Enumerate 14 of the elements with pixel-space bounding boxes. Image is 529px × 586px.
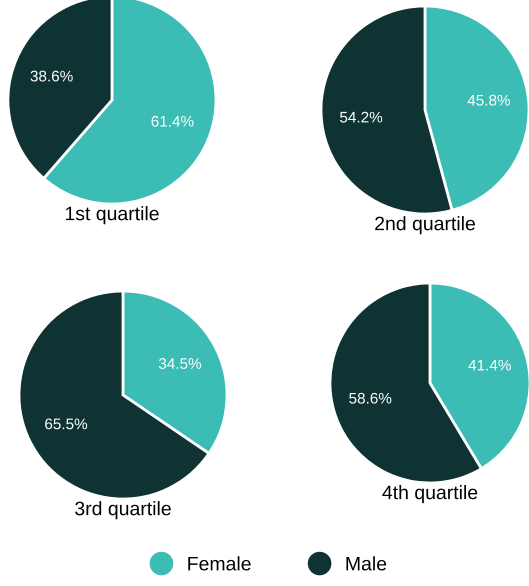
text: 2nd quartile: [375, 216, 475, 234]
data-label: 61.4%: [152, 116, 194, 127]
text: 3rd quartile: [75, 501, 171, 520]
legend-label: Female: [188, 556, 251, 571]
text: 1st quartile: [66, 206, 159, 224]
data-label: 54.2%: [340, 112, 382, 123]
data-label: 41.4%: [468, 360, 511, 370]
legend-label: Male: [346, 556, 386, 571]
data-label: 45.8%: [468, 94, 510, 106]
data-label: 65.5%: [45, 418, 88, 430]
text: 4th quartile: [382, 485, 478, 504]
data-label: 38.6%: [30, 70, 73, 82]
data-label: 58.6%: [349, 392, 392, 404]
data-label: 34.5%: [158, 358, 202, 369]
